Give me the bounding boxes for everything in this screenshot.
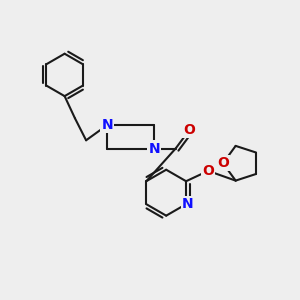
Text: N: N [182, 197, 194, 211]
Text: N: N [148, 142, 160, 155]
Text: N: N [101, 118, 113, 132]
Text: O: O [183, 123, 195, 137]
Text: O: O [217, 156, 229, 170]
Text: O: O [202, 164, 214, 178]
